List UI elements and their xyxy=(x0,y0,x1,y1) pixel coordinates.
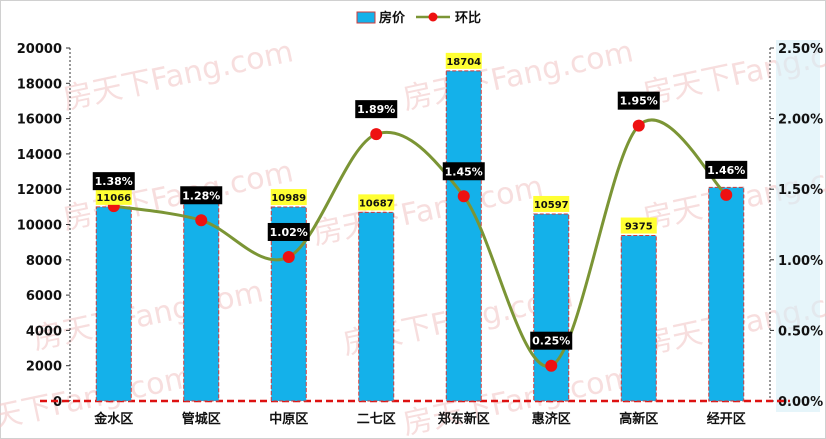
labels-layer: 11066 10989 10687 18704 10597 9375 1.38% 1.28% 1… xyxy=(92,52,748,350)
y-right-tick-label: 2.00% xyxy=(778,113,823,128)
y-left-tick-label: 2000 xyxy=(26,360,62,375)
bar-5 xyxy=(445,70,482,402)
y-left-tick-label: 8000 xyxy=(26,254,62,269)
line-label-8: 1.46% xyxy=(707,164,745,177)
line-point-4 xyxy=(370,128,383,141)
y-left-tick-label: 4000 xyxy=(26,324,62,339)
line-label-3: 1.02% xyxy=(270,226,308,239)
x-tick-label: 惠济区 xyxy=(532,411,571,427)
line-label-bg xyxy=(267,222,310,241)
line-point-6 xyxy=(545,359,558,372)
line-point-7 xyxy=(632,119,645,132)
bar-label-5: 18704 xyxy=(446,57,481,68)
legend-swatch-price xyxy=(356,11,376,24)
line-label-bg xyxy=(355,100,398,119)
y-right-tick-label: 0.50% xyxy=(778,324,823,339)
bar-label-7: 9375 xyxy=(625,222,653,233)
line-point-5 xyxy=(457,190,470,203)
bar-4 xyxy=(358,211,395,402)
bar-label-bg xyxy=(620,217,657,234)
bar-label-bg xyxy=(270,189,307,206)
right-axis-band-rect xyxy=(776,40,820,412)
line-label-1: 1.38% xyxy=(95,175,133,188)
bar-label-bg xyxy=(358,194,395,211)
y-right-tick-label: 1.00% xyxy=(778,254,823,269)
line-label-4: 1.89% xyxy=(357,103,395,116)
y-right-tick-label: 0.00% xyxy=(778,395,823,410)
bar-label-6: 10597 xyxy=(534,200,569,211)
y-left-tick-label: 6000 xyxy=(26,289,62,304)
y-right-tick-label: 1.50% xyxy=(778,183,823,198)
x-tick-label: 管城区 xyxy=(182,411,221,427)
axes-layer: 0 2000 4000 6000 8000 10000 12000 14000 16000 180… xyxy=(17,42,823,427)
legend-label-mom: 环比 xyxy=(455,10,481,26)
y-left-tick-label: 12000 xyxy=(17,183,62,198)
y-left-tick-label: 0 xyxy=(53,395,62,410)
line-layer xyxy=(107,118,733,372)
bar-label-bg xyxy=(445,52,482,69)
legend-label-price: 房价 xyxy=(379,10,406,26)
line-label-5: 1.45% xyxy=(445,165,483,178)
x-tick-label: 经开区 xyxy=(707,411,746,427)
line-label-bg xyxy=(92,172,135,191)
line-point-2 xyxy=(195,214,208,227)
line-point-3 xyxy=(282,250,295,263)
legend-swatch-marker xyxy=(428,12,438,22)
bar-label-bg xyxy=(533,195,570,212)
bar-label-3: 10989 xyxy=(271,193,306,204)
bar-1 xyxy=(95,206,132,402)
x-tick-label: 二七区 xyxy=(357,412,396,427)
bar-7 xyxy=(620,235,657,402)
line-label-bg xyxy=(530,331,573,350)
y-left-tick-label: 16000 xyxy=(17,113,62,128)
y-left-tick-label: 18000 xyxy=(17,77,62,92)
legend: 房价 环比 xyxy=(356,10,481,26)
y-left-tick-label: 10000 xyxy=(17,219,62,234)
bar-8 xyxy=(708,186,745,402)
x-tick-label: 中原区 xyxy=(269,411,308,427)
line-label-6: 0.25% xyxy=(532,335,570,348)
x-tick-label: 郑东新区 xyxy=(438,411,490,427)
line-label-2: 1.28% xyxy=(182,189,220,202)
bar-label-1: 11066 xyxy=(96,193,131,204)
bar-label-bg xyxy=(95,188,132,205)
y-right-tick-label: 2.50% xyxy=(778,42,823,57)
x-tick-label: 高新区 xyxy=(619,411,658,427)
bars-layer xyxy=(95,70,745,402)
x-tick-label: 金水区 xyxy=(93,411,133,427)
right-axis-band xyxy=(776,40,820,412)
bar-6 xyxy=(533,213,570,402)
bar-label-4: 10687 xyxy=(359,198,394,209)
line-label-bg xyxy=(705,160,748,179)
line-label-7: 1.95% xyxy=(620,95,658,108)
line-label-bg xyxy=(180,186,223,205)
line-label-bg xyxy=(442,162,485,181)
line-point-8 xyxy=(720,188,733,201)
line-label-bg xyxy=(617,91,660,110)
y-left-tick-label: 14000 xyxy=(17,148,62,163)
y-left-tick-label: 20000 xyxy=(17,42,62,57)
